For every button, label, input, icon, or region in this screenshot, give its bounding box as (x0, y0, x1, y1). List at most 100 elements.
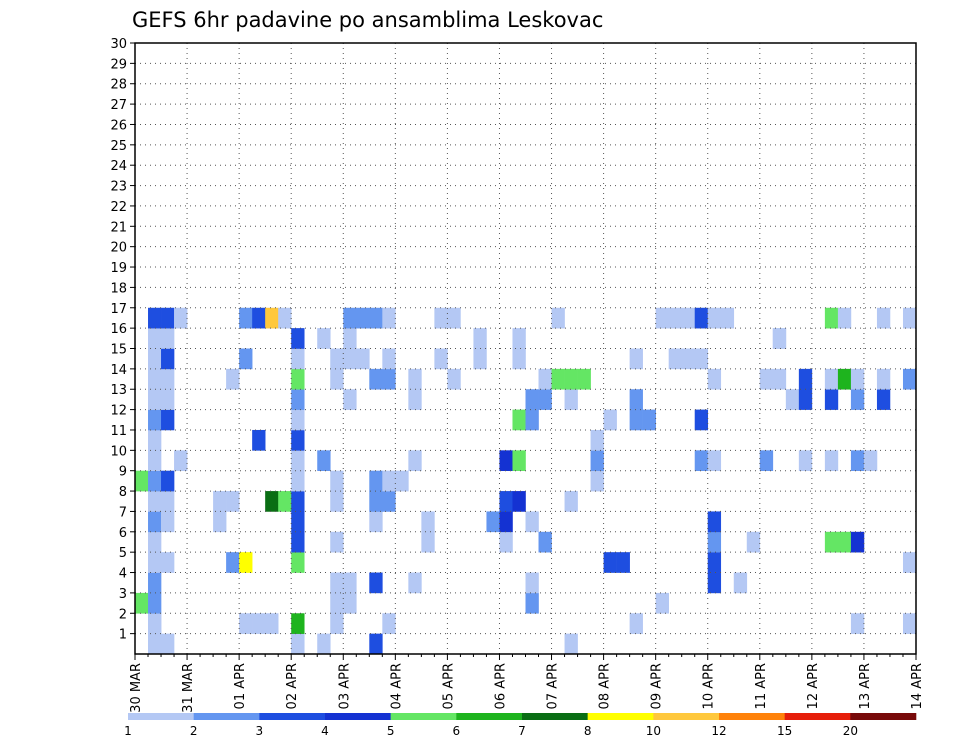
colorbar-swatch (719, 713, 785, 720)
x-tick-label: 08 APR (598, 663, 613, 709)
heatmap-cell (161, 307, 175, 329)
y-tick-label: 23 (110, 180, 127, 195)
heatmap-cell (707, 572, 722, 594)
heatmap-cell (291, 328, 305, 349)
y-axis: 1234567891011121314151617181920212223242… (110, 37, 135, 643)
heatmap-cell (668, 307, 682, 329)
heatmap-cell (577, 368, 591, 390)
heatmap-cell (382, 368, 396, 390)
heatmap-cell (239, 348, 253, 370)
heatmap-cell (850, 450, 865, 471)
heatmap-cell (148, 592, 162, 614)
heatmap-cell (408, 450, 422, 471)
y-tick-label: 25 (110, 139, 127, 154)
x-tick-label: 01 APR (233, 663, 248, 709)
heatmap-cell (694, 307, 709, 329)
heatmap-cell (772, 328, 787, 349)
heatmap-cell (343, 572, 357, 594)
y-tick-label: 29 (110, 57, 127, 72)
heatmap-cell (824, 531, 839, 553)
heatmap-cell (161, 348, 175, 370)
heatmap-cell (902, 368, 917, 390)
heatmap-cell (642, 409, 656, 431)
heatmap-cells (135, 307, 917, 655)
heatmap-cell (161, 328, 175, 349)
x-tick-label: 06 APR (493, 663, 508, 709)
heatmap-cell (356, 307, 370, 329)
colorbar-swatch (850, 713, 917, 720)
heatmap-cell (278, 491, 292, 512)
chart-title: GEFS 6hr padavine po ansamblima Leskovac (132, 8, 603, 32)
colorbar-swatch (259, 713, 326, 720)
x-tick-label: 11 APR (754, 663, 769, 709)
heatmap-cell (733, 572, 748, 594)
heatmap-cell (902, 552, 917, 573)
heatmap-cell (850, 531, 865, 553)
heatmap-cell (564, 389, 578, 410)
heatmap-cell (538, 531, 552, 553)
y-tick-label: 17 (110, 302, 127, 317)
heatmap-cell (161, 368, 175, 390)
heatmap-cell (603, 552, 617, 573)
heatmap-cell (239, 552, 253, 573)
heatmap-cell (499, 531, 513, 553)
x-tick-label: 12 APR (806, 663, 821, 709)
heatmap-cell (291, 389, 305, 410)
heatmap-cell (512, 450, 526, 471)
heatmap-cell (421, 531, 435, 553)
heatmap-cell (291, 368, 305, 390)
colorbar-swatch (456, 713, 523, 720)
heatmap-cell (343, 307, 357, 329)
heatmap-cell (408, 572, 422, 594)
heatmap-cell (291, 633, 305, 655)
heatmap-cell (512, 409, 526, 431)
heatmap-cell (291, 491, 305, 512)
y-tick-label: 26 (110, 118, 127, 133)
colorbar-swatch (653, 713, 720, 720)
grid-lines (135, 43, 916, 654)
heatmap-cell (382, 348, 396, 370)
heatmap-cell (590, 470, 604, 492)
heatmap-cell (148, 531, 162, 553)
heatmap-cell (876, 307, 891, 329)
x-axis: 30 MAR 31 MAR 01 APR 02 APR 03 APR 04 APR 05 A… (129, 654, 925, 713)
heatmap-cell (161, 633, 175, 655)
heatmap-cell (694, 450, 709, 471)
colorbar-label: 3 (256, 724, 264, 738)
y-tick-label: 19 (110, 261, 127, 276)
colorbar-swatch (390, 713, 457, 720)
heatmap-cell (252, 429, 266, 451)
colorbar-swatch (587, 713, 654, 720)
heatmap-cell (148, 613, 162, 634)
heatmap-cell (330, 368, 344, 390)
heatmap-cell (135, 592, 149, 614)
y-tick-label: 12 (110, 404, 127, 419)
heatmap-cell (603, 409, 617, 431)
y-tick-label: 27 (110, 98, 127, 113)
heatmap-cell (473, 348, 487, 370)
heatmap-cell (148, 348, 162, 370)
heatmap-cell (512, 348, 526, 370)
x-tick-label: 07 APR (546, 663, 561, 709)
heatmap-cell (798, 450, 813, 471)
heatmap-cell (434, 348, 448, 370)
heatmap-cell (681, 307, 696, 329)
colorbar-label: 10 (646, 724, 661, 738)
colorbar-swatch (193, 713, 260, 720)
colorbar-swatch (128, 713, 194, 720)
x-tick-label: 30 MAR (129, 663, 144, 713)
heatmap-cell (148, 368, 162, 390)
heatmap-cell (707, 531, 722, 553)
y-tick-label: 1 (119, 628, 127, 643)
heatmap-cell (551, 307, 565, 329)
heatmap-cell (291, 429, 305, 451)
heatmap-cell (837, 307, 852, 329)
heatmap-cell (824, 368, 839, 390)
heatmap-cell (265, 613, 279, 634)
heatmap-cell (525, 572, 539, 594)
heatmap-cell (759, 450, 774, 471)
heatmap-cell (590, 450, 604, 471)
heatmap-cell (148, 511, 162, 533)
heatmap-cell (252, 307, 266, 329)
